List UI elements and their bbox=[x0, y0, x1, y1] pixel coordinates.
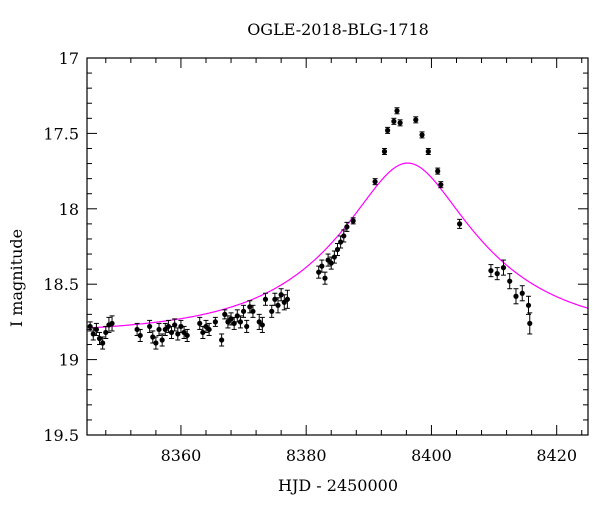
data-point bbox=[278, 292, 284, 298]
data-point bbox=[394, 108, 400, 114]
data-point bbox=[147, 323, 153, 330]
data-point bbox=[156, 326, 162, 333]
data-point bbox=[341, 233, 347, 239]
data-point bbox=[316, 269, 322, 275]
data-point bbox=[206, 326, 212, 333]
data-point bbox=[219, 337, 225, 343]
data-point bbox=[419, 132, 425, 138]
data-point bbox=[338, 239, 344, 245]
y-tick-label: 17.5 bbox=[43, 124, 79, 143]
data-point bbox=[507, 278, 513, 284]
data-point bbox=[488, 268, 494, 274]
y-tick-label: 18 bbox=[59, 200, 79, 219]
data-point bbox=[500, 265, 507, 271]
y-tick-label: 19.5 bbox=[43, 426, 79, 445]
data-point bbox=[413, 117, 419, 123]
data-point bbox=[381, 148, 388, 155]
data-point bbox=[322, 275, 328, 281]
data-point bbox=[457, 221, 463, 227]
data-point bbox=[269, 308, 275, 314]
y-tick-label: 18.5 bbox=[43, 275, 79, 294]
data-point bbox=[425, 148, 431, 155]
data-point bbox=[240, 308, 247, 314]
data-point bbox=[109, 320, 115, 327]
data-point bbox=[178, 323, 184, 330]
data-point bbox=[262, 296, 269, 302]
data-point bbox=[275, 302, 281, 308]
y-tick-label: 19 bbox=[59, 351, 79, 370]
data-point bbox=[438, 182, 444, 188]
data-points-layer bbox=[87, 107, 533, 350]
data-point bbox=[150, 334, 156, 340]
chart-title: OGLE-2018-BLG-1718 bbox=[247, 20, 429, 39]
x-tick-label: 8400 bbox=[411, 446, 452, 465]
x-tick-label: 8360 bbox=[161, 446, 202, 465]
data-point bbox=[200, 329, 206, 336]
data-point bbox=[513, 293, 519, 299]
y-tick-label: 17 bbox=[59, 49, 79, 68]
data-point bbox=[172, 322, 178, 328]
data-point bbox=[385, 127, 391, 133]
data-point bbox=[527, 320, 533, 327]
data-point bbox=[153, 340, 159, 346]
data-point bbox=[391, 118, 397, 124]
data-point bbox=[212, 319, 218, 325]
data-point bbox=[372, 179, 378, 185]
axes-layer: 8360 8380 8400 8420 17 17.5 18 18.5 19 19.5 bbox=[43, 49, 589, 465]
data-point bbox=[234, 313, 240, 319]
data-point bbox=[519, 290, 525, 296]
data-point bbox=[137, 332, 143, 339]
x-tick-label: 8380 bbox=[286, 446, 327, 465]
data-point bbox=[525, 302, 532, 308]
data-point bbox=[244, 323, 250, 330]
x-axis-label: HJD - 2450000 bbox=[277, 476, 399, 495]
data-point bbox=[237, 319, 244, 325]
data-point bbox=[259, 322, 265, 328]
data-point bbox=[344, 224, 350, 230]
data-point bbox=[93, 326, 99, 333]
data-point bbox=[100, 340, 106, 346]
data-point bbox=[328, 260, 334, 266]
data-point bbox=[319, 263, 325, 269]
data-point bbox=[494, 271, 500, 277]
data-point bbox=[159, 337, 165, 343]
data-point bbox=[103, 329, 109, 336]
data-point bbox=[435, 168, 441, 174]
data-point bbox=[197, 320, 203, 327]
data-point bbox=[184, 332, 190, 339]
data-point bbox=[284, 296, 290, 302]
x-tick-label: 8420 bbox=[536, 446, 577, 465]
data-point bbox=[165, 323, 172, 330]
data-point bbox=[350, 218, 356, 224]
data-point bbox=[134, 326, 140, 333]
plot-frame bbox=[86, 57, 589, 436]
data-point bbox=[250, 308, 256, 314]
data-point bbox=[397, 120, 403, 126]
